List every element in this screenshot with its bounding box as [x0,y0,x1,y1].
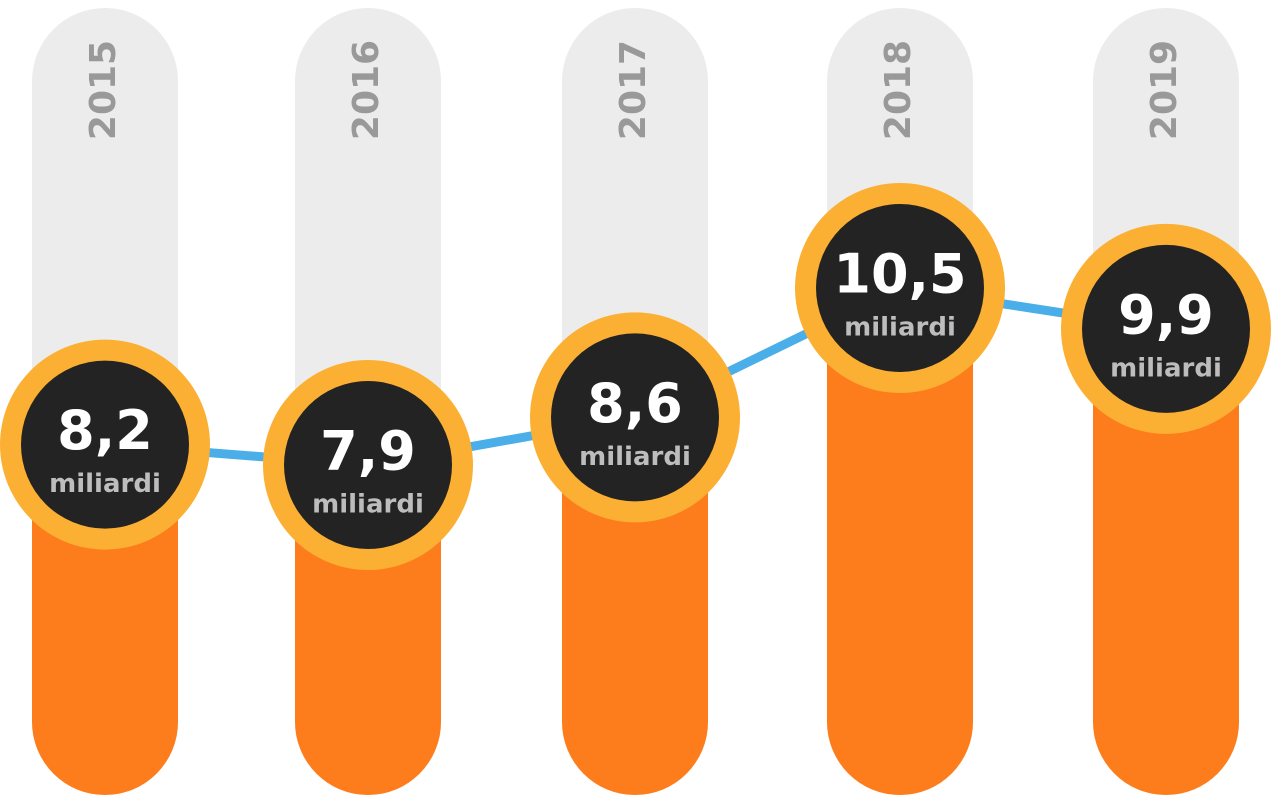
year-label: 2016 [346,40,387,140]
bar [827,288,973,795]
unit-label: miliardi [844,313,956,343]
marker [21,360,189,529]
markers: 8,2 miliardi 7,9 miliardi 8,6 miliardi 10,5 mil… [0,183,1271,570]
year-label: 2018 [878,40,919,140]
unit-label: miliardi [312,490,424,520]
marker [284,381,452,549]
marker [816,204,984,372]
marker [1082,244,1250,413]
year-label: 2019 [1144,40,1185,140]
value-label: 7,9 [320,420,416,483]
bar [1093,328,1239,795]
unit-label: miliardi [1110,353,1222,383]
marker [551,333,719,502]
value-label: 9,9 [1118,283,1214,346]
unit-label: miliardi [579,442,691,472]
value-label: 8,2 [57,399,153,462]
unit-label: miliardi [49,469,161,499]
value-label: 8,6 [587,372,683,435]
bars [32,288,1239,795]
year-label: 2017 [613,40,654,140]
year-label: 2015 [83,40,124,140]
value-label: 10,5 [833,243,966,306]
